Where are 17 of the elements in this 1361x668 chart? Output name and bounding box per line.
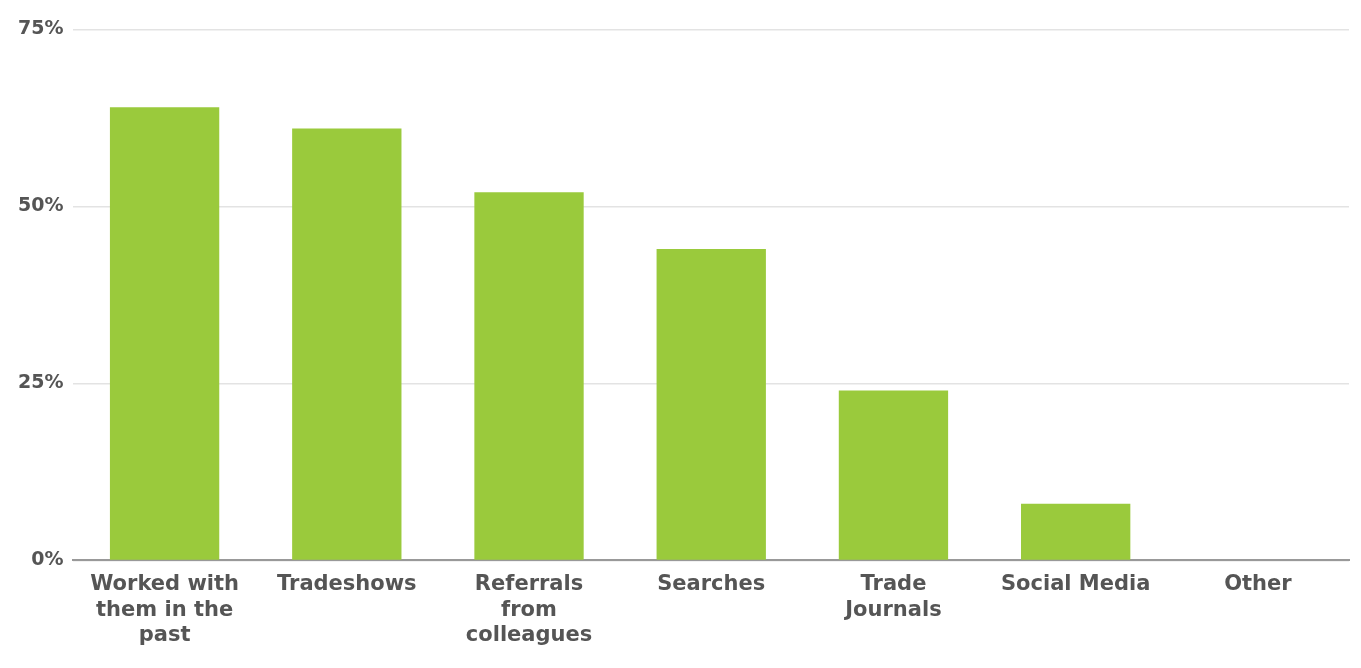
x-tick-label: Worked with them in the past	[90, 571, 239, 646]
y-tick-label: 0%	[31, 547, 64, 570]
x-tick-label: Other	[1224, 571, 1293, 596]
x-tick-label: Searches	[657, 571, 766, 596]
y-tick-label: 75%	[17, 16, 64, 39]
bar	[656, 248, 766, 560]
x-tick-label: Referrals from colleagues	[465, 571, 593, 646]
bar	[838, 390, 949, 560]
bar	[109, 107, 220, 560]
y-tick-label: 25%	[17, 370, 64, 393]
bar	[474, 192, 584, 560]
bar	[1021, 503, 1131, 560]
x-tick-label: Trade Journals	[843, 571, 942, 621]
bar	[292, 128, 402, 560]
x-tick-label: Social Media	[1000, 571, 1151, 596]
x-tick-label: Tradeshows	[277, 571, 417, 596]
y-tick-label: 50%	[17, 193, 64, 216]
